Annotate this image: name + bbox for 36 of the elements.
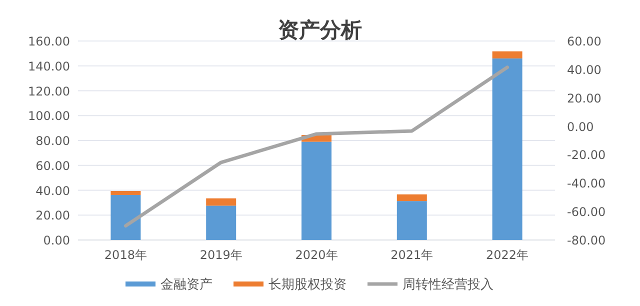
y-tick-label: 160.00 (28, 34, 70, 48)
bar (110, 190, 141, 195)
y-tick-label: 80.00 (36, 134, 70, 148)
bar (302, 142, 332, 240)
bar (110, 194, 141, 240)
y-tick-label: 100.00 (28, 109, 70, 124)
y-tick-label: 20.00 (36, 208, 70, 223)
y2-tick-label: 0.00 (567, 120, 594, 134)
bar (206, 206, 236, 240)
x-tick-label: 2019年 (200, 248, 242, 262)
y-tick-label: 60.00 (36, 158, 70, 173)
line-series (124, 66, 510, 228)
y-tick-label: 120.00 (28, 84, 70, 98)
y2-tick-label: 40.00 (567, 62, 602, 77)
bar (492, 58, 522, 240)
y2-tick-label: -20.00 (567, 148, 606, 162)
x-tick-label: 2018年 (104, 248, 147, 262)
y2-tick-label: -60.00 (567, 205, 606, 220)
legend-label: 长期股权投资 (268, 278, 346, 292)
bar (396, 194, 427, 202)
bar (492, 51, 522, 58)
y-tick-label: 40.00 (36, 184, 70, 198)
x-tick-label: 2022年 (486, 248, 529, 262)
y-tick-label: 0.00 (43, 234, 70, 248)
bar (396, 201, 427, 240)
legend-label: 金融资产 (160, 278, 212, 292)
y2-tick-label: -40.00 (567, 176, 606, 191)
chart-title: 资产分析 (278, 18, 362, 42)
y2-tick-label: 20.00 (567, 91, 602, 106)
bar (206, 198, 236, 206)
y-tick-label: 140.00 (28, 59, 70, 74)
y2-tick-label: -80.00 (567, 234, 606, 248)
x-tick-label: 2021年 (390, 248, 434, 262)
y2-tick-label: 60.00 (567, 34, 602, 48)
x-tick-label: 2020年 (295, 248, 338, 262)
legend-label: 周转性经营投入 (402, 278, 494, 292)
